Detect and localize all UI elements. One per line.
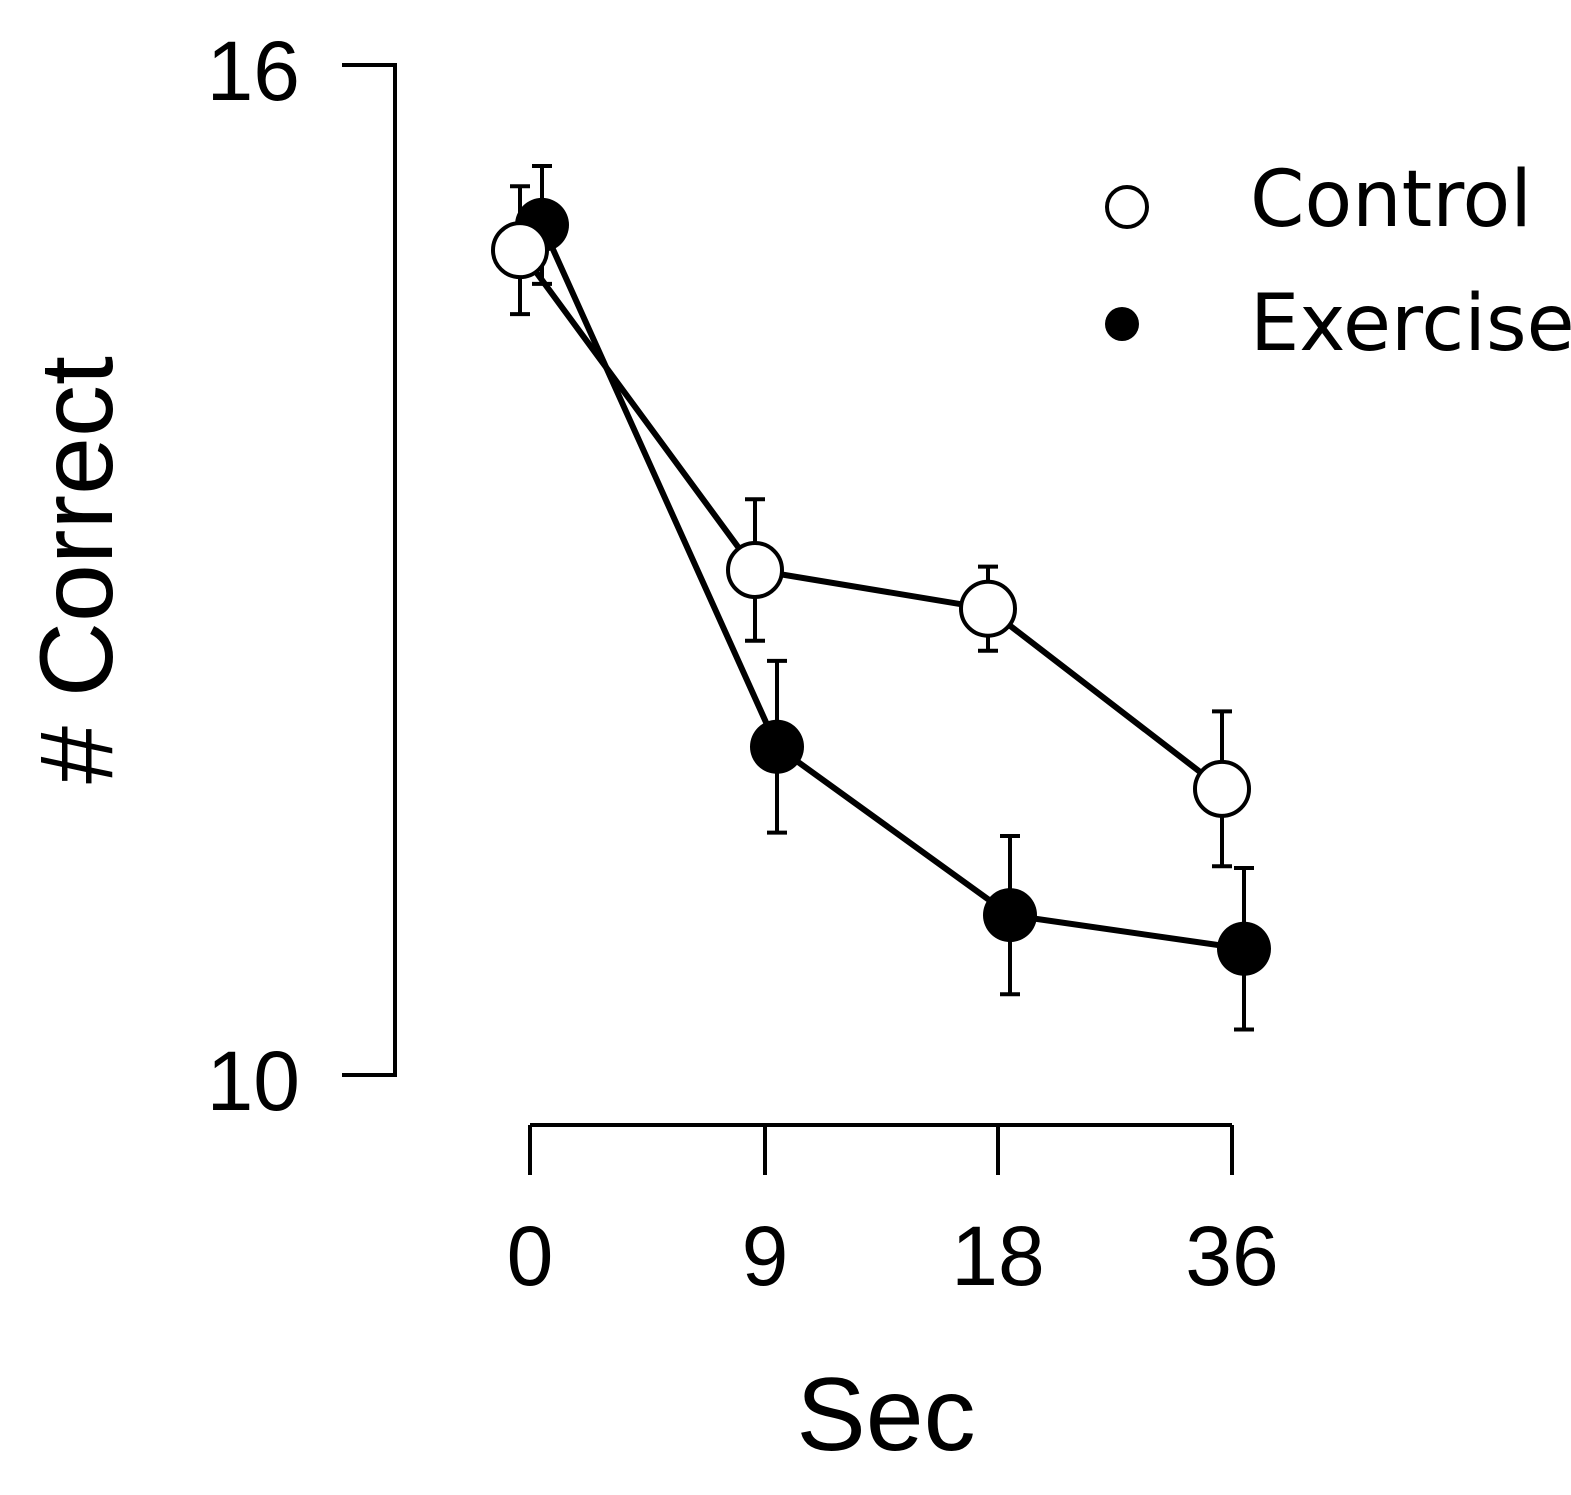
x-axis-title: Sec: [796, 1357, 975, 1473]
x-tick-label-18: 18: [951, 1209, 1044, 1303]
legend-label-exercise: Exercise: [1250, 279, 1571, 369]
y-axis-line: [342, 63, 397, 1077]
x-tick-label-0: 0: [507, 1209, 554, 1303]
y-axis-title: # Correct: [19, 356, 135, 784]
point-exercise-36: [1217, 921, 1271, 976]
series-control: [491, 184, 1251, 869]
point-control-18: [959, 579, 1017, 638]
series-line-control: [517, 248, 1224, 792]
legend: Control Exercise: [1105, 155, 1571, 369]
series-exercise: [515, 164, 1271, 1032]
x-tick-label-9: 9: [742, 1209, 789, 1303]
x-axis-ticks: 0 9 18 36: [507, 1125, 1279, 1303]
legend-marker-exercise: [1105, 307, 1139, 341]
point-control-36: [1193, 759, 1251, 818]
point-control-9: [726, 541, 784, 599]
x-tick-label-36: 36: [1185, 1209, 1278, 1303]
point-exercise-9: [750, 719, 804, 774]
series-layer: [491, 164, 1271, 1032]
y-tick-label-max: 16: [207, 24, 300, 118]
series-line-exercise: [539, 223, 1245, 952]
legend-marker-control: [1105, 185, 1149, 229]
point-control-0: [491, 221, 549, 280]
point-exercise-18: [983, 888, 1037, 943]
y-tick-label-min: 10: [207, 1034, 300, 1128]
legend-label-control: Control: [1250, 155, 1532, 245]
